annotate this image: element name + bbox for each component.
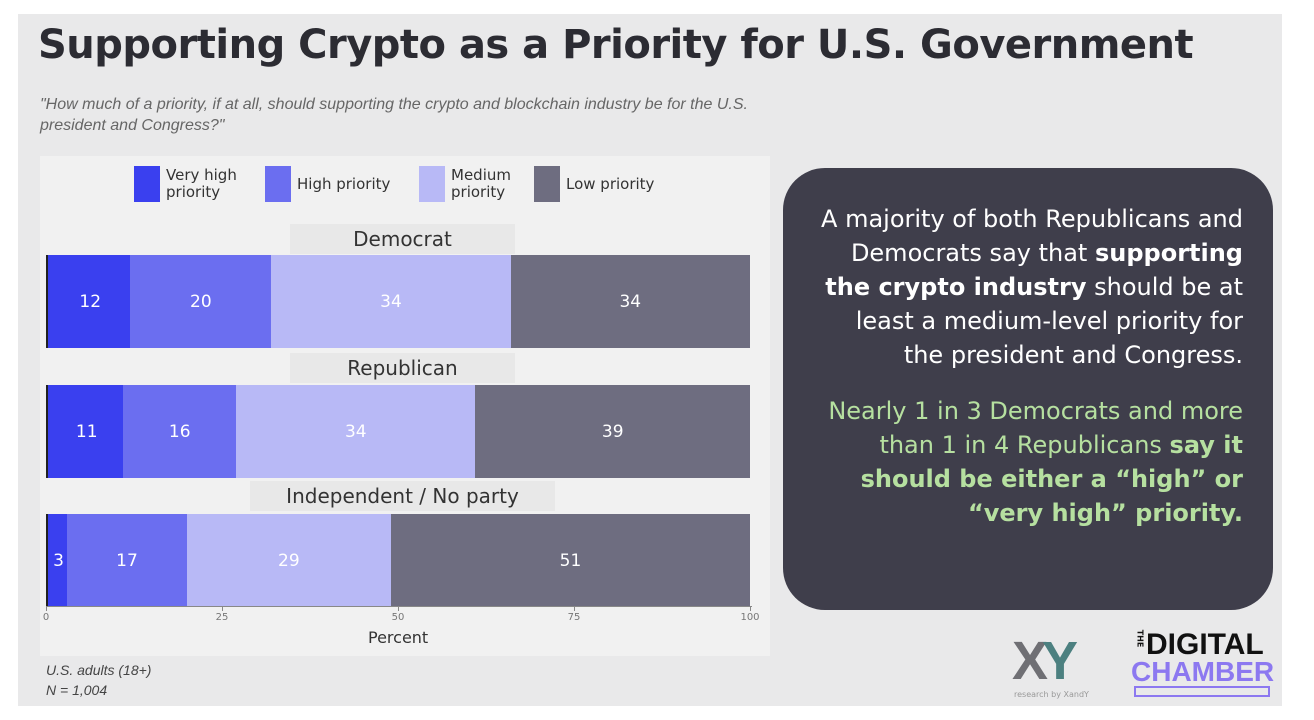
bar-segment: 34	[271, 255, 511, 348]
bar-segment: 12	[46, 255, 133, 348]
bar-segment: 20	[130, 255, 272, 348]
tick-label: 100	[740, 612, 760, 623]
bar-democrat: 12 20 34 34	[46, 255, 750, 348]
tick-mark	[46, 606, 47, 611]
tick-mark	[750, 606, 751, 611]
callout-box: A majority of both Republicans and Democ…	[783, 168, 1273, 610]
bar-independent-no-party: 3 17 29 51	[46, 514, 750, 607]
callout-text: Nearly 1 in 3 Democrats and more than 1 …	[828, 397, 1243, 459]
bar-segment: 17	[67, 514, 187, 607]
group-label: Republican	[290, 353, 515, 383]
legend-swatch	[134, 166, 160, 202]
group-label: Democrat	[290, 224, 515, 254]
digital-chamber-the: THE	[1135, 629, 1145, 648]
callout-para-1: A majority of both Republicans and Democ…	[813, 202, 1243, 372]
digital-chamber-logo-bar	[1134, 686, 1270, 697]
group-label: Independent / No party	[250, 481, 555, 511]
bar-segment: 39	[475, 385, 750, 478]
bar-segment: 16	[123, 385, 237, 478]
tick-label: 75	[567, 612, 581, 623]
x-axis-label: Percent	[368, 628, 429, 647]
tick-label: 0	[42, 612, 50, 623]
tick-mark	[398, 606, 399, 611]
digital-chamber-logo-digital: DIGITAL	[1146, 628, 1264, 661]
bar-segment: 34	[510, 255, 750, 348]
chart-title: Supporting Crypto as a Priority for U.S.…	[38, 22, 1194, 68]
callout-bold: supporting the crypto industry	[825, 239, 1243, 301]
x-axis	[46, 606, 752, 607]
legend-label: Medium priority	[451, 166, 511, 201]
callout-para-2: Nearly 1 in 3 Democrats and more than 1 …	[813, 394, 1243, 530]
bar-segment: 11	[46, 385, 126, 478]
tick-mark	[222, 606, 223, 611]
callout-text: A majority of both Republicans and Democ…	[821, 205, 1243, 267]
xandy-logo: XY	[1012, 631, 1078, 691]
bar-segment: 29	[186, 514, 391, 607]
xandy-tagline: research by XandY	[1014, 690, 1089, 699]
callout-text: should be at least a medium-level priori…	[855, 273, 1243, 369]
legend-item: Low priority	[534, 166, 654, 202]
legend-item: Medium priority	[419, 166, 511, 202]
legend-label: Low priority	[566, 174, 655, 193]
legend-label: High priority	[297, 174, 391, 193]
legend-swatch	[419, 166, 445, 202]
legend-swatch	[265, 166, 291, 202]
bar-republican: 11 16 34 39	[46, 385, 750, 478]
legend-item: High priority	[265, 166, 390, 202]
callout-bold: say it should be either a “high” or “ver…	[860, 431, 1243, 527]
tick-label: 25	[215, 612, 229, 623]
legend-swatch	[534, 166, 560, 202]
bar-segment: 3	[46, 514, 70, 607]
legend-label: Very high priority	[166, 166, 237, 201]
bar-segment: 34	[236, 385, 476, 478]
bar-segment: 51	[390, 514, 750, 607]
legend-item: Very high priority	[134, 166, 237, 202]
sample-size: N = 1,004	[46, 682, 108, 698]
chart-subtitle: "How much of a priority, if at all, shou…	[40, 96, 748, 134]
footnote: U.S. adults (18+) N = 1,004	[46, 660, 151, 700]
tick-mark	[574, 606, 575, 611]
tick-label: 50	[391, 612, 405, 623]
digital-chamber-logo-chamber: CHAMBER	[1131, 656, 1275, 687]
population-note: U.S. adults (18+)	[46, 662, 152, 678]
